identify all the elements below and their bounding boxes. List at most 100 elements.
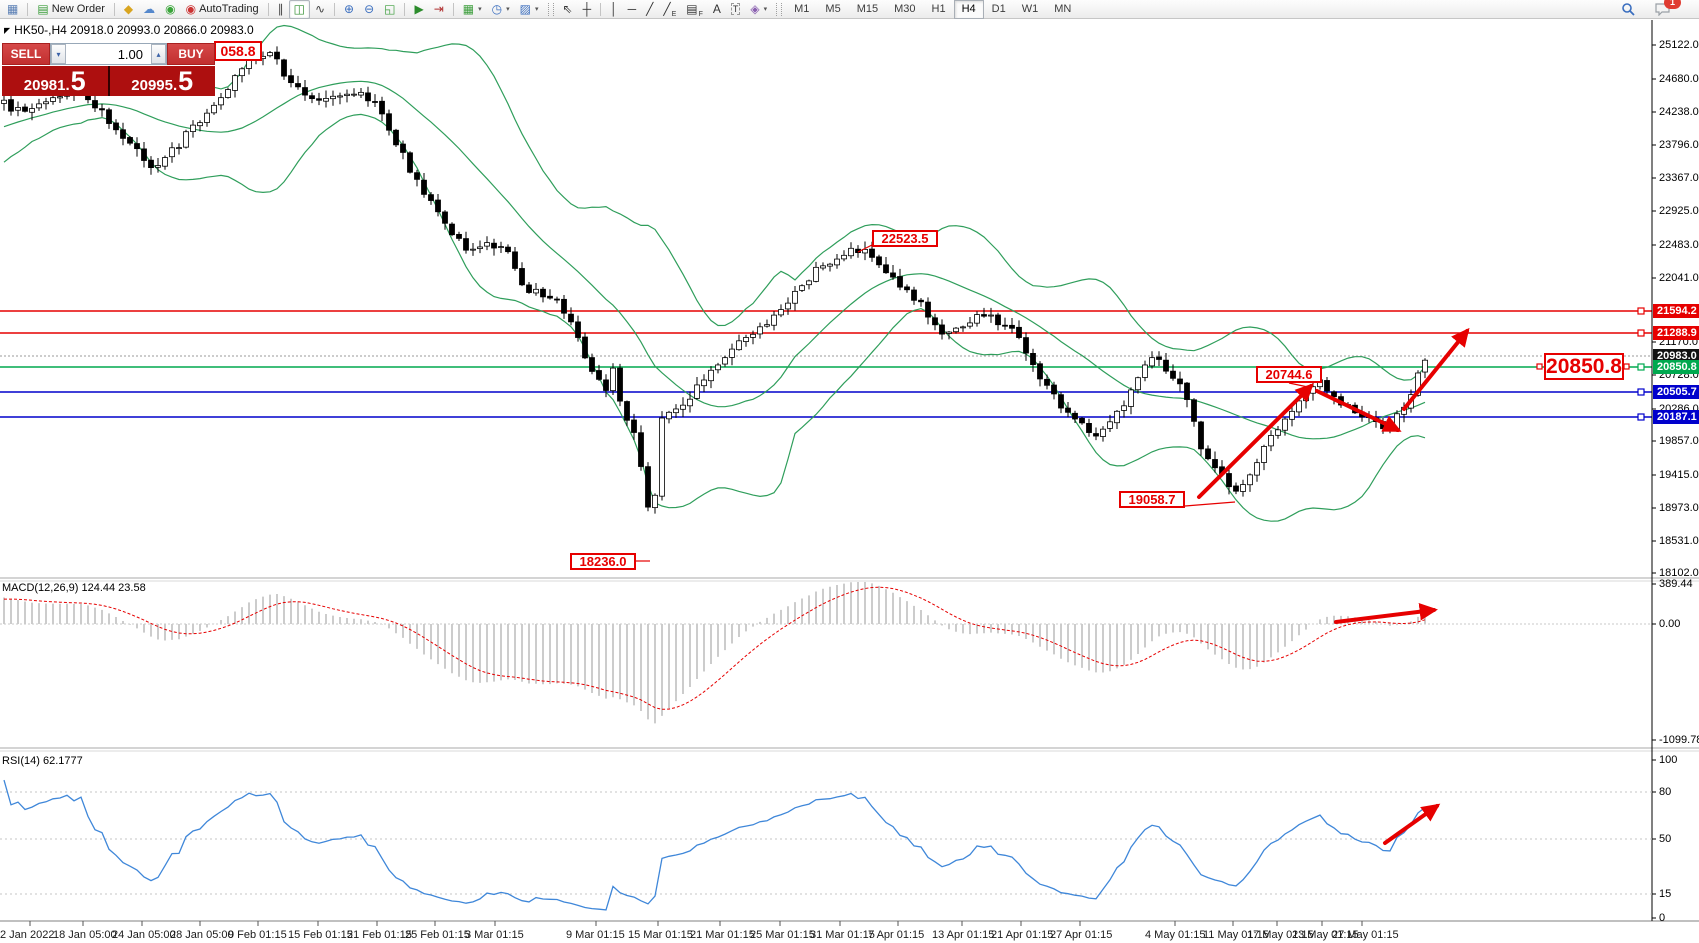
trendline-icon[interactable]: ╱ (641, 0, 658, 19)
timeframe-h1[interactable]: H1 (931, 3, 946, 15)
toolbar-separator (600, 2, 602, 16)
autotrading-button[interactable]: ◉ AutoTrading (181, 0, 264, 19)
timeframe-d1[interactable]: D1 (991, 3, 1006, 15)
app-icon[interactable]: ▦ (2, 0, 23, 19)
one-click-trading-panel: SELL ▾ 1.00 ▴ BUY 20981. 5 20995. 5 (2, 43, 215, 96)
chart-bars-icon: ∥ (277, 2, 284, 16)
chart-title: ◤ HK50-,H4 20918.0 20993.0 20866.0 20983… (4, 23, 254, 37)
notification-badge: 1 (1664, 0, 1681, 9)
chart-bars-icon[interactable]: ∥ (273, 0, 289, 19)
notifications-button[interactable]: 1 (1650, 0, 1681, 19)
horizontal-line-icon[interactable]: ─ (623, 0, 642, 19)
chart-title-text: HK50-,H4 20918.0 20993.0 20866.0 20983.0 (14, 23, 254, 37)
trendline-icon: ╱ (646, 2, 654, 16)
profiles-icon: ◆ (123, 2, 134, 16)
rsi-label: RSI(14) 62.1777 (2, 755, 83, 767)
app-icon: ▦ (7, 2, 19, 16)
autotrading-icon: ◉ (185, 2, 197, 16)
periods-icon: ◷ (491, 2, 503, 16)
chart-shift-icon[interactable]: ⇥ (429, 0, 449, 19)
zoom-out-icon: ⊖ (364, 2, 375, 16)
timeframe-m1[interactable]: M1 (794, 3, 810, 15)
new-chart-icon[interactable]: ▦ ▾ (458, 0, 487, 19)
signals-icon: ◉ (165, 2, 176, 16)
timeframe-m15[interactable]: M15 (856, 3, 879, 15)
chart-candles-icon: ◫ (293, 2, 305, 16)
channel-icon[interactable]: ╱ E (658, 0, 681, 19)
dropdown-caret-icon: ▾ (478, 6, 482, 13)
zoom-in-icon[interactable]: ⊕ (339, 0, 359, 19)
crosshair-icon[interactable]: ┼ (578, 0, 597, 19)
arrows-icon[interactable]: ◈ ▾ (745, 0, 772, 19)
text-icon: A (712, 2, 721, 16)
crosshair-icon: ┼ (582, 2, 592, 16)
vertical-line-icon[interactable]: │ (605, 0, 623, 19)
sell-price-main: 20981. (23, 77, 70, 94)
chart-line-icon[interactable]: ∿ (310, 0, 330, 19)
cursor-icon: ⇖ (562, 2, 573, 16)
new-order-button-label: New Order (51, 3, 105, 15)
macd-label: MACD(12,26,9) 124.44 23.58 (2, 582, 146, 594)
dropdown-caret-icon: ▾ (534, 6, 539, 13)
channel-icon-sub: E (671, 10, 677, 18)
chart-shift-icon: ⇥ (433, 2, 444, 16)
profiles-icon[interactable]: ◆ (119, 0, 138, 19)
sell-button[interactable]: SELL (2, 43, 50, 65)
cursor-icon[interactable]: ⇖ (558, 0, 578, 19)
virtual-hosting-icon[interactable]: ☁ (138, 0, 160, 19)
channel-icon: ╱ (663, 2, 671, 16)
chart-candles-icon[interactable]: ◫ (288, 0, 310, 19)
signals-icon[interactable]: ◉ (160, 0, 180, 19)
arrows-icon: ◈ (750, 2, 760, 16)
fibonacci-icon: ▤ (686, 2, 698, 16)
sell-price-big-digit: 5 (70, 66, 86, 97)
buy-price-main: 20995. (131, 77, 178, 94)
fibonacci-icon[interactable]: ▤ F (681, 0, 708, 19)
timeframe-h4[interactable]: H4 (953, 0, 984, 19)
sell-price[interactable]: 20981. 5 (2, 66, 108, 96)
main-toolbar: ▦ ▤ New Order ◆ ☁ ◉ ◉ AutoTrading ∥ ◫ ∿ ⊕ ⊖ ◱ ▶ ⇥ ▦ ▾ ◷ ▾ ▨ ▾… (0, 0, 1699, 19)
timeframe-mn[interactable]: MN (1054, 3, 1072, 15)
toolbar-separator (334, 2, 336, 16)
search-icon (1622, 3, 1635, 16)
new-chart-icon: ▦ (462, 2, 475, 16)
volume-increase-button[interactable]: ▴ (151, 44, 166, 64)
virtual-hosting-icon: ☁ (143, 2, 156, 16)
new-order-icon: ▤ (37, 2, 49, 16)
toolbar-separator (27, 2, 29, 16)
zoom-out-icon[interactable]: ⊖ (359, 0, 379, 19)
zoom-in-icon: ⊕ (344, 2, 355, 16)
horizontal-line-icon: ─ (627, 2, 637, 16)
dropdown-caret-icon: ▾ (506, 6, 510, 13)
auto-scroll-icon: ▶ (414, 2, 424, 16)
indicators-icon[interactable]: ▨ ▾ (515, 0, 544, 19)
volume-control: ▾ 1.00 ▴ (50, 43, 167, 65)
auto-scroll-icon[interactable]: ▶ (409, 0, 428, 19)
buy-price[interactable]: 20995. 5 (109, 66, 215, 97)
dropdown-caret-icon: ▾ (763, 6, 768, 13)
toolbar-separator (267, 2, 269, 16)
toolbar-separator (113, 2, 115, 16)
buy-button[interactable]: BUY (167, 43, 215, 65)
volume-decrease-button[interactable]: ▾ (51, 44, 66, 64)
timeframe-m5[interactable]: M5 (825, 3, 841, 15)
periods-icon[interactable]: ◷ ▾ (487, 0, 515, 19)
volume-input[interactable]: 1.00 (117, 46, 143, 62)
vertical-line-icon: │ (610, 2, 618, 16)
autotrading-button-label: AutoTrading (199, 3, 259, 15)
timeframe-m30[interactable]: M30 (894, 3, 916, 15)
tile-windows-icon[interactable]: ◱ (379, 0, 400, 19)
indicators-icon: ▨ (519, 2, 531, 16)
toolbar-separator (452, 2, 454, 16)
buy-price-big-digit: 5 (178, 66, 194, 97)
text-label-icon[interactable]: T (726, 0, 746, 19)
chart-line-icon: ∿ (314, 2, 326, 16)
timeframe-w1[interactable]: W1 (1021, 3, 1039, 15)
text-icon[interactable]: A (708, 0, 726, 19)
toolbar-separator (404, 2, 406, 16)
new-order-button[interactable]: ▤ New Order (32, 0, 110, 19)
object-pointer-icon: ◤ (4, 25, 11, 35)
search-button[interactable] (1616, 0, 1640, 19)
